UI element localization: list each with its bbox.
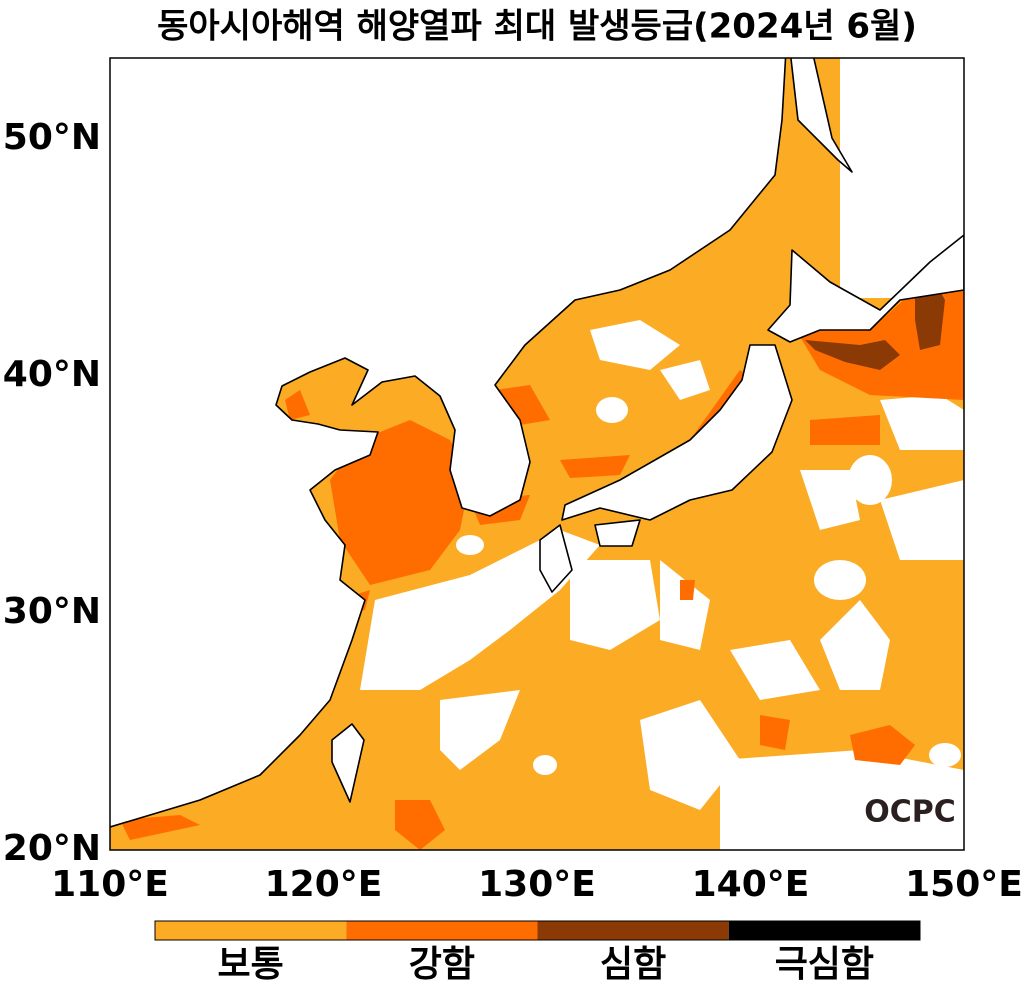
land (110, 58, 964, 828)
y-tick-label: 30°N (3, 591, 101, 632)
x-tick-label: 120°E (265, 864, 383, 905)
y-axis-labels: 20°N 30°N 40°N 50°N (3, 117, 101, 869)
y-tick-label: 20°N (3, 828, 101, 869)
y-tick-label: 40°N (3, 354, 101, 395)
logo: OCPC (864, 795, 956, 830)
colorbar-segment (155, 921, 347, 940)
plot-frame (109, 57, 965, 851)
severe-areas (805, 282, 945, 370)
x-tick-label: 110°E (51, 864, 169, 905)
colorbar-segment (728, 921, 920, 940)
colorbar-label: 심함 (600, 944, 666, 985)
colorbar-label: 강함 (409, 944, 475, 985)
title: 동아시아해역 해양열파 최대 발생등급(2024년 6월) (157, 7, 917, 47)
colorbar-frame (154, 920, 921, 941)
colorbar-segment (346, 921, 538, 940)
x-tick-label: 130°E (478, 864, 596, 905)
map-area (110, 58, 964, 850)
colorbar-label: 보통 (218, 944, 284, 985)
colorbar-label: 극심함 (775, 944, 874, 985)
x-tick-label: 150°E (905, 864, 1023, 905)
no-heatwave-areas (360, 58, 964, 850)
x-axis-labels: 110°E 120°E 130°E 140°E 150°E (51, 864, 1023, 905)
x-tick-label: 140°E (692, 864, 810, 905)
colorbar-segment (537, 921, 729, 940)
y-tick-label: 50°N (3, 117, 101, 158)
colorbar: 보통 강함 심함 극심함 (154, 920, 921, 985)
